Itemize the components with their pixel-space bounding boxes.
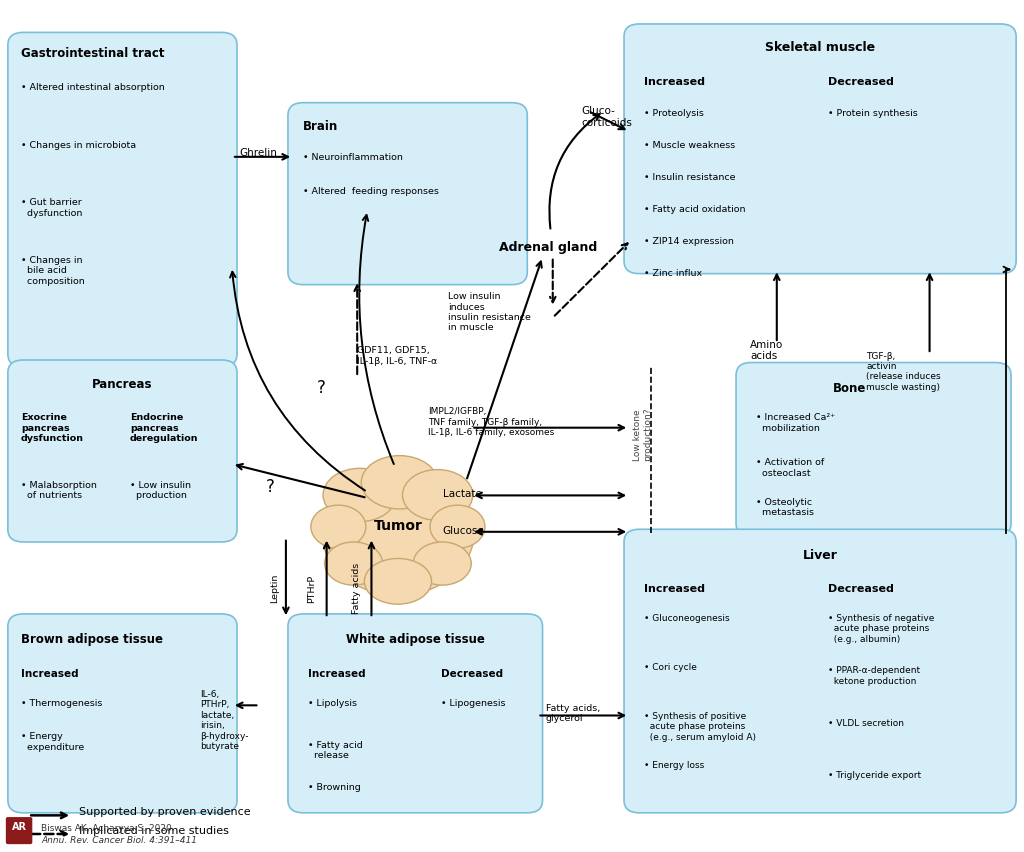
Text: • Malabsorption
  of nutrients: • Malabsorption of nutrients <box>22 481 97 500</box>
Ellipse shape <box>414 542 471 585</box>
Text: Brown adipose tissue: Brown adipose tissue <box>22 633 163 647</box>
Text: • Lipogenesis: • Lipogenesis <box>440 699 505 707</box>
Text: Gluco-
corticoids: Gluco- corticoids <box>582 106 632 128</box>
Ellipse shape <box>322 469 474 596</box>
Ellipse shape <box>324 469 396 521</box>
Text: • Protein synthesis: • Protein synthesis <box>827 108 918 118</box>
Text: PTHrP: PTHrP <box>307 574 316 602</box>
Text: • Low insulin
  production: • Low insulin production <box>130 481 191 500</box>
FancyBboxPatch shape <box>8 32 237 366</box>
Text: • Neuroinflammation: • Neuroinflammation <box>303 153 403 163</box>
Text: • Activation of
  osteoclast: • Activation of osteoclast <box>757 458 824 478</box>
Text: Low insulin
induces
insulin resistance
in muscle: Low insulin induces insulin resistance i… <box>449 292 531 332</box>
Text: Bone: Bone <box>833 382 866 395</box>
Text: • Zinc influx: • Zinc influx <box>644 269 702 279</box>
Text: • Insulin resistance: • Insulin resistance <box>644 173 736 182</box>
FancyBboxPatch shape <box>624 24 1016 273</box>
Text: • Proteolysis: • Proteolysis <box>644 108 705 118</box>
Text: Supported by proven evidence: Supported by proven evidence <box>79 807 251 817</box>
Text: • VLDL secretion: • VLDL secretion <box>827 719 904 728</box>
Text: • Lipolysis: • Lipolysis <box>308 699 357 707</box>
Text: Endocrine
pancreas
deregulation: Endocrine pancreas deregulation <box>130 413 199 443</box>
Text: • Altered intestinal absorption: • Altered intestinal absorption <box>22 83 165 92</box>
Text: IMPL2/IGFBP,
TNF family, TGF-β family,
IL-1β, IL-6 family, exosomes: IMPL2/IGFBP, TNF family, TGF-β family, I… <box>428 407 555 437</box>
Text: AR: AR <box>11 822 27 832</box>
Text: ?: ? <box>265 479 274 497</box>
Ellipse shape <box>325 542 383 585</box>
Text: White adipose tissue: White adipose tissue <box>346 633 484 647</box>
Text: • Browning: • Browning <box>308 783 361 792</box>
Text: • Fatty acid
  release: • Fatty acid release <box>308 741 364 760</box>
FancyBboxPatch shape <box>288 614 543 813</box>
Text: • Triglyceride export: • Triglyceride export <box>827 771 921 780</box>
Text: Pancreas: Pancreas <box>92 377 153 391</box>
Text: Biswas AK, Acharyya S. 2020.: Biswas AK, Acharyya S. 2020. <box>42 824 175 832</box>
Text: • Energy loss: • Energy loss <box>644 761 705 770</box>
Text: Fatty acids: Fatty acids <box>352 563 361 614</box>
Text: • ZIP14 expression: • ZIP14 expression <box>644 237 734 246</box>
FancyBboxPatch shape <box>624 529 1016 813</box>
Text: Gastrointestinal tract: Gastrointestinal tract <box>22 47 165 60</box>
Text: Liver: Liver <box>803 549 838 561</box>
Text: IL-6,
PTHrP,
lactate,
irisin,
β-hydroxy-
butyrate: IL-6, PTHrP, lactate, irisin, β-hydroxy-… <box>201 690 249 751</box>
Text: Fatty acids,
glycerol: Fatty acids, glycerol <box>546 704 600 723</box>
Text: • Cori cycle: • Cori cycle <box>644 663 697 672</box>
Text: Adrenal gland: Adrenal gland <box>499 241 597 255</box>
Text: Decreased: Decreased <box>827 78 894 87</box>
Text: TGF-β,
activin
(release induces
muscle wasting): TGF-β, activin (release induces muscle w… <box>866 352 941 392</box>
Text: Glucose: Glucose <box>442 526 484 536</box>
Text: GDF11, GDF15,
IL-1β, IL-6, TNF-α: GDF11, GDF15, IL-1β, IL-6, TNF-α <box>357 347 437 366</box>
Text: Decreased: Decreased <box>827 584 894 595</box>
Text: Annu. Rev. Cancer Biol. 4:391–411: Annu. Rev. Cancer Biol. 4:391–411 <box>42 836 198 844</box>
Text: • Synthesis of positive
  acute phase proteins
  (e.g., serum amyloid A): • Synthesis of positive acute phase prot… <box>644 712 757 742</box>
Text: • PPAR-α-dependent
  ketone production: • PPAR-α-dependent ketone production <box>827 666 920 686</box>
Text: • Thermogenesis: • Thermogenesis <box>22 699 102 707</box>
Text: • Synthesis of negative
  acute phase proteins
  (e.g., albumin): • Synthesis of negative acute phase prot… <box>827 614 934 644</box>
FancyBboxPatch shape <box>6 817 33 844</box>
Text: • Gut barrier
  dysfunction: • Gut barrier dysfunction <box>22 199 83 218</box>
FancyBboxPatch shape <box>288 102 527 285</box>
Text: • Energy
  expenditure: • Energy expenditure <box>22 733 84 751</box>
Text: Decreased: Decreased <box>440 669 503 679</box>
Text: • Increased Ca²⁺
  mobilization: • Increased Ca²⁺ mobilization <box>757 413 836 433</box>
Ellipse shape <box>311 505 366 549</box>
Text: Increased: Increased <box>644 78 706 87</box>
Text: Implicated in some studies: Implicated in some studies <box>79 826 229 836</box>
Text: Increased: Increased <box>308 669 366 679</box>
Text: Amino
acids: Amino acids <box>751 340 783 361</box>
Text: Increased: Increased <box>22 669 79 679</box>
Text: • Osteolytic
  metastasis: • Osteolytic metastasis <box>757 498 814 517</box>
Text: • Changes in
  bile acid
  composition: • Changes in bile acid composition <box>22 256 85 285</box>
Text: • Muscle weakness: • Muscle weakness <box>644 141 735 150</box>
Text: ?: ? <box>316 379 326 397</box>
Text: Exocrine
pancreas
dysfunction: Exocrine pancreas dysfunction <box>22 413 84 443</box>
Ellipse shape <box>361 456 437 509</box>
Text: Tumor: Tumor <box>374 519 422 532</box>
Text: Increased: Increased <box>644 584 706 595</box>
FancyBboxPatch shape <box>8 614 237 813</box>
Text: Brain: Brain <box>303 119 339 133</box>
FancyBboxPatch shape <box>736 362 1011 536</box>
Text: • Fatty acid oxidation: • Fatty acid oxidation <box>644 205 745 214</box>
Text: Ghrelin: Ghrelin <box>239 147 276 158</box>
Text: Low ketone
production?: Low ketone production? <box>633 408 652 461</box>
Text: • Changes in microbiota: • Changes in microbiota <box>22 141 136 150</box>
FancyBboxPatch shape <box>8 360 237 542</box>
Ellipse shape <box>430 505 485 549</box>
Text: • Gluconeogenesis: • Gluconeogenesis <box>644 614 730 623</box>
Text: Skeletal muscle: Skeletal muscle <box>765 41 876 54</box>
Ellipse shape <box>402 469 473 521</box>
Ellipse shape <box>365 558 431 604</box>
Text: Lactate: Lactate <box>442 490 481 499</box>
Text: • Altered  feeding responses: • Altered feeding responses <box>303 187 439 196</box>
Text: Leptin: Leptin <box>269 574 279 603</box>
